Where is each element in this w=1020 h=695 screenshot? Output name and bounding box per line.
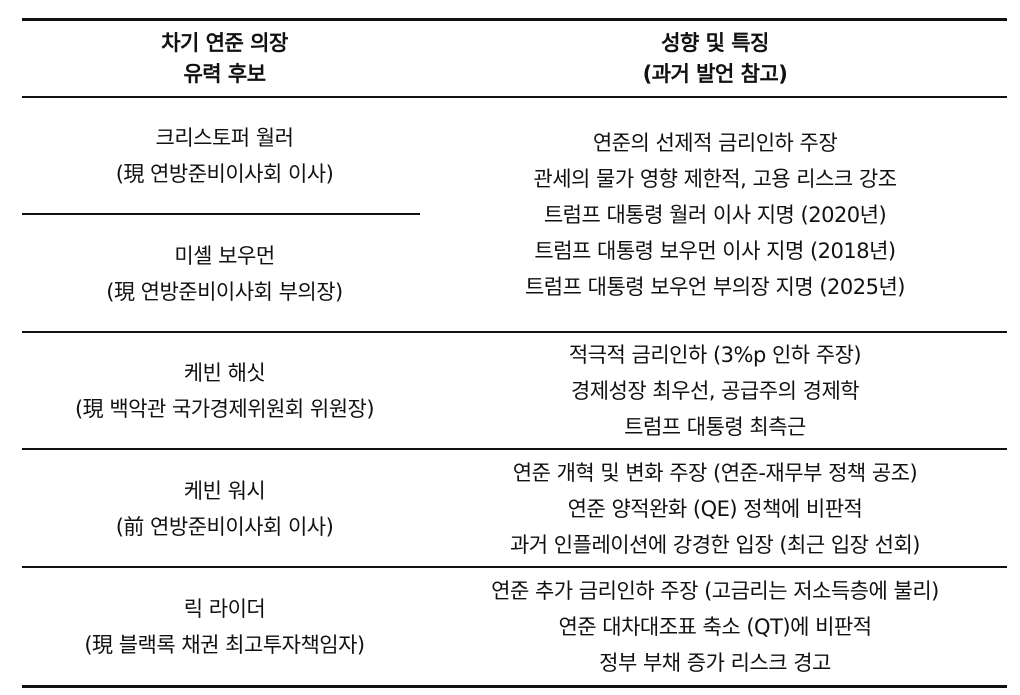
traits-cell: 연준 추가 금리인하 주장 (고금리는 저소득층에 불리) 연준 대차대조표 축… — [420, 568, 1010, 685]
header-traits: 성향 및 특징 (과거 발언 참고) — [420, 20, 1010, 97]
trait-line: 연준 대차대조표 축소 (QT)에 비판적 — [558, 614, 872, 639]
candidate-position: (前 연방준비이사회 이사) — [115, 514, 334, 539]
trait-line: 연준 개혁 및 변화 주장 (연준-재무부 정책 공조) — [512, 460, 918, 485]
header-candidate: 차기 연준 의장 유력 후보 — [22, 20, 427, 97]
candidate-name: 크리스토퍼 월러 — [155, 126, 294, 150]
trait-line: 연준의 선제적 금리인하 주장 — [592, 131, 838, 155]
candidate-name: 미셸 보우먼 — [174, 243, 275, 268]
candidate-cell: 미셸 보우먼 (現 연방준비이사회 부의장) — [22, 215, 427, 332]
trait-line: 트럼프 대통령 월러 이사 지명 (2020년) — [543, 203, 887, 227]
candidate-position: (現 연방준비이사회 이사) — [115, 162, 334, 186]
header-text: 차기 연준 의장 — [161, 30, 288, 55]
candidate-cell: 릭 라이더 (現 블랙록 채권 최고투자책임자) — [22, 568, 427, 685]
candidate-cell: 케빈 워시 (前 연방준비이사회 이사) — [22, 450, 427, 567]
row-divider — [22, 331, 1007, 333]
row-divider — [22, 448, 1007, 450]
trait-line: 연준 추가 금리인하 주장 (고금리는 저소득층에 불리) — [491, 578, 939, 603]
header-text: 성향 및 특징 — [661, 30, 769, 55]
header-text: 유력 후보 — [183, 61, 266, 86]
trait-line: 트럼프 대통령 보우언 부의장 지명 (2025년) — [524, 275, 906, 299]
traits-cell: 연준의 선제적 금리인하 주장 관세의 물가 영향 제한적, 고용 리스크 강조… — [420, 98, 1010, 332]
row-divider — [22, 566, 1007, 568]
trait-line: 관세의 물가 영향 제한적, 고용 리스크 강조 — [533, 167, 897, 191]
candidate-position: (現 백악관 국가경제위원회 위원장) — [74, 397, 375, 421]
trait-line: 트럼프 대통령 보우먼 이사 지명 (2018년) — [534, 239, 896, 263]
table-bottom-border — [22, 685, 1007, 688]
candidate-cell: 크리스토퍼 월러 (現 연방준비이사회 이사) — [22, 98, 427, 214]
trait-line: 경제성장 최우선, 공급주의 경제학 — [570, 379, 860, 403]
sub-divider — [22, 213, 420, 215]
trait-line: 트럼프 대통령 최측근 — [624, 415, 806, 439]
trait-line: 정부 부채 증가 리스크 경고 — [599, 650, 831, 675]
candidate-name: 케빈 워시 — [183, 478, 266, 503]
header-text: (과거 발언 참고) — [642, 61, 788, 86]
candidate-position: (現 연방준비이사회 부의장) — [106, 279, 343, 304]
trait-line: 적극적 금리인하 (3%p 인하 주장) — [568, 343, 862, 367]
header-divider — [22, 96, 1007, 98]
candidate-name: 릭 라이더 — [183, 596, 266, 621]
trait-line: 과거 인플레이션에 강경한 입장 (최근 입장 선회) — [509, 532, 921, 557]
traits-cell: 연준 개혁 및 변화 주장 (연준-재무부 정책 공조) 연준 양적완화 (QE… — [420, 450, 1010, 567]
trait-line: 연준 양적완화 (QE) 정책에 비판적 — [567, 496, 863, 521]
candidate-position: (現 블랙록 채권 최고투자책임자) — [84, 632, 365, 657]
table-top-border — [22, 18, 1007, 21]
traits-cell: 적극적 금리인하 (3%p 인하 주장) 경제성장 최우선, 공급주의 경제학 … — [420, 333, 1010, 449]
candidate-cell: 케빈 해싯 (現 백악관 국가경제위원회 위원장) — [22, 333, 427, 449]
candidate-name: 케빈 해싯 — [183, 361, 266, 385]
